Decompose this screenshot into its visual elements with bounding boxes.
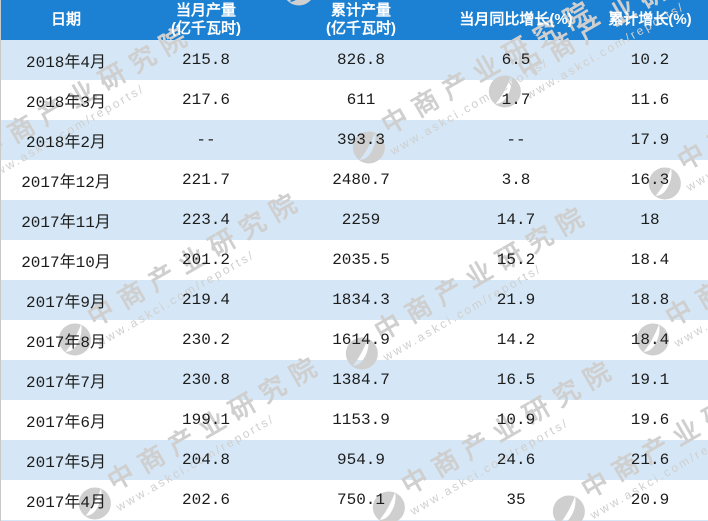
value-cell: 1384.7 (332, 371, 390, 389)
table-row: 2017年5月 204.8 954.9 24.6 21.6 (1, 440, 708, 480)
value-cell: 19.1 (630, 371, 670, 389)
value-cell: 18.4 (630, 251, 670, 269)
value-cell: 230.8 (181, 371, 230, 389)
value-cell: 21.6 (630, 451, 670, 469)
table-header-background (1, 0, 708, 40)
value-cell: -- (196, 131, 216, 149)
date-cell: 2017年4月 (25, 494, 106, 512)
value-cell: 1.7 (501, 91, 531, 109)
header-label: 当月同比增长(%) (459, 11, 573, 28)
value-cell: 199.1 (181, 411, 230, 429)
value-cell: 18 (640, 211, 660, 229)
value-cell: 15.2 (496, 251, 536, 269)
value-cell: 1834.3 (332, 291, 390, 309)
date-cell: 2017年10月 (21, 254, 111, 272)
date-cell: 2017年9月 (25, 294, 106, 312)
value-cell: 17.9 (630, 131, 670, 149)
value-cell: 204.8 (181, 451, 230, 469)
value-cell: 611 (346, 91, 376, 109)
value-cell: 1153.9 (332, 411, 390, 429)
table-row: 2017年4月 202.6 750.1 35 20.9 (1, 480, 708, 520)
header-label: 累计产量 (330, 2, 391, 19)
value-cell: 14.7 (496, 211, 536, 229)
value-cell: 35 (506, 491, 526, 509)
value-cell: 223.4 (181, 211, 230, 229)
value-cell: 18.4 (630, 331, 670, 349)
header-row: 日期 当月产量 (亿千瓦时) 累计产量 (亿千瓦时) 当月同比增长(%) 累计增长(… (1, 0, 708, 40)
col-header-monthly-yoy-growth: 当月同比增长(%) (441, 0, 591, 40)
header-label: 日期 (50, 11, 81, 28)
value-cell: 2035.5 (332, 251, 390, 269)
header-label-line2: (亿千瓦时) (326, 20, 396, 37)
value-cell: 1614.9 (332, 331, 390, 349)
date-cell: 2018年3月 (25, 94, 106, 112)
value-cell: 826.8 (336, 51, 385, 69)
value-cell: 19.6 (630, 411, 670, 429)
value-cell: 750.1 (336, 491, 385, 509)
value-cell: 6.5 (501, 51, 531, 69)
value-cell: 14.2 (496, 331, 536, 349)
value-cell: 16.5 (496, 371, 536, 389)
table-row: 2017年6月 199.1 1153.9 10.9 19.6 (1, 400, 708, 440)
value-cell: 230.2 (181, 331, 230, 349)
col-header-cumulative-growth: 累计增长(%) (591, 0, 708, 40)
date-cell: 2017年5月 (25, 454, 106, 472)
table-body: 2018年4月 215.8 826.8 6.5 10.2 2018年3月 217.6 611 1… (1, 40, 708, 520)
date-cell: 2017年12月 (21, 174, 111, 192)
table-row: 2017年9月 219.4 1834.3 21.9 18.8 (1, 280, 708, 320)
value-cell: 2480.7 (332, 171, 390, 189)
value-cell: 24.6 (496, 451, 536, 469)
table-row: 2017年12月 221.7 2480.7 3.8 16.3 (1, 160, 708, 200)
value-cell: 10.9 (496, 411, 536, 429)
value-cell: 201.2 (181, 251, 230, 269)
header-label-line2: (亿千瓦时) (171, 20, 241, 37)
value-cell: 11.6 (630, 91, 670, 109)
table-row: 2018年2月 -- 393.3 -- 17.9 (1, 120, 708, 160)
col-header-date: 日期 (1, 0, 131, 40)
value-cell: 2259 (341, 211, 381, 229)
value-cell: 221.7 (181, 171, 230, 189)
date-cell: 2017年11月 (21, 214, 111, 232)
value-cell: 10.2 (630, 51, 670, 69)
date-cell: 2018年4月 (25, 54, 106, 72)
date-cell: 2018年2月 (25, 134, 106, 152)
value-cell: 215.8 (181, 51, 230, 69)
col-header-monthly-output: 当月产量 (亿千瓦时) (131, 0, 281, 40)
value-cell: -- (506, 131, 526, 149)
value-cell: 21.9 (496, 291, 536, 309)
table-row: 2018年4月 215.8 826.8 6.5 10.2 (1, 40, 708, 80)
value-cell: 954.9 (336, 451, 385, 469)
table-row: 2017年7月 230.8 1384.7 16.5 19.1 (1, 360, 708, 400)
value-cell: 20.9 (630, 491, 670, 509)
value-cell: 219.4 (181, 291, 230, 309)
table-row: 2017年8月 230.2 1614.9 14.2 18.4 (1, 320, 708, 360)
table-row: 2017年11月 223.4 2259 14.7 18 (1, 200, 708, 240)
col-header-cumulative-output: 累计产量 (亿千瓦时) (281, 0, 441, 40)
value-cell: 3.8 (501, 171, 531, 189)
value-cell: 217.6 (181, 91, 230, 109)
value-cell: 18.8 (630, 291, 670, 309)
table-rows-background (1, 40, 708, 521)
table-row: 2018年3月 217.6 611 1.7 11.6 (1, 80, 708, 120)
date-cell: 2017年7月 (25, 374, 106, 392)
header-label: 累计增长(%) (608, 11, 692, 28)
date-cell: 2017年6月 (25, 414, 106, 432)
value-cell: 393.3 (336, 131, 385, 149)
value-cell: 202.6 (181, 491, 230, 509)
date-cell: 2017年8月 (25, 334, 106, 352)
header-label: 当月产量 (175, 2, 236, 19)
table-row: 2017年10月 201.2 2035.5 15.2 18.4 (1, 240, 708, 280)
value-cell: 16.3 (630, 171, 670, 189)
